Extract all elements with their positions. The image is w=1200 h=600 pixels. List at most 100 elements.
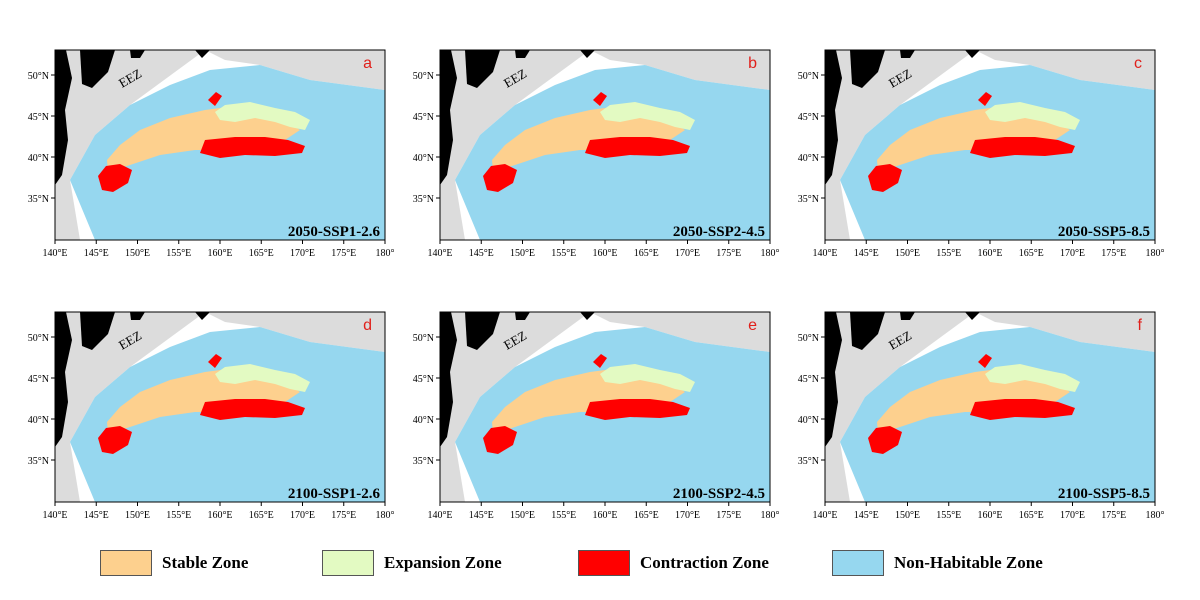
x-tick-label: 170°E <box>290 248 315 259</box>
y-tick-label: 35°N <box>413 456 434 467</box>
x-tick-label: 170°E <box>290 510 315 521</box>
land-mainland <box>825 50 842 185</box>
land-island-small <box>130 50 145 58</box>
y-tick-label: 50°N <box>798 71 819 82</box>
land-island-small <box>515 50 530 58</box>
land-island-north <box>465 50 500 88</box>
map-svg: EEZ f 2100-SSP5-8.5 140°E 145°E 150°E 155°E… <box>798 311 1165 521</box>
y-tick-label: 35°N <box>413 194 434 205</box>
legend-swatch-stable <box>100 550 152 576</box>
contraction-zone-north <box>593 92 607 106</box>
map-svg: EEZ c 2050-SSP5-8.5 140°E 145°E 150°E 155°E… <box>798 49 1165 259</box>
land-mainland <box>55 50 72 185</box>
land-mainland <box>440 50 457 185</box>
contraction-zone-north <box>208 92 222 106</box>
legend-label-expansion: Expansion Zone <box>384 553 502 572</box>
x-tick-label: 180° <box>376 510 395 521</box>
x-tick-label: 160°E <box>977 248 1002 259</box>
x-tick-label: 160°E <box>592 510 617 521</box>
scenario-label: 2100-SSP5-8.5 <box>1058 486 1150 502</box>
x-tick-label: 180° <box>1146 248 1165 259</box>
x-tick-label: 165°E <box>249 510 274 521</box>
eez-area <box>825 50 975 240</box>
panel-letter: f <box>1138 317 1143 334</box>
x-tick-label: 140°E <box>427 248 452 259</box>
land-island-small <box>130 312 145 320</box>
contraction-zone <box>970 399 1075 420</box>
y-tick-label: 50°N <box>413 333 434 344</box>
x-tick-label: 180° <box>761 248 780 259</box>
legend-item-expansion: Expansion Zone <box>322 545 502 581</box>
x-tick-label: 140°E <box>812 248 837 259</box>
y-tick-label: 35°N <box>798 456 819 467</box>
x-tick-label: 155°E <box>166 510 191 521</box>
land-island-tip <box>580 312 595 320</box>
contraction-zone-southwest <box>868 426 902 454</box>
x-axis: 140°E 145°E 150°E 155°E 160°E 165°E 170°E 175°E… <box>427 502 780 521</box>
legend-item-stable: Stable Zone <box>100 545 248 581</box>
x-tick-label: 150°E <box>510 510 535 521</box>
land-mainland <box>440 312 457 447</box>
x-tick-label: 165°E <box>634 510 659 521</box>
expansion-zone <box>215 364 310 392</box>
y-axis: 50°N 45°N 40°N 35°N <box>28 71 55 205</box>
x-tick-label: 140°E <box>42 510 67 521</box>
contraction-zone <box>200 137 305 158</box>
x-tick-label: 180° <box>761 510 780 521</box>
land-mainland <box>825 312 842 447</box>
expansion-zone <box>985 102 1080 130</box>
legend-swatch-expansion <box>322 550 374 576</box>
land-island-tip <box>965 50 980 58</box>
legend-label-contraction: Contraction Zone <box>640 553 769 572</box>
y-tick-label: 40°N <box>413 153 434 164</box>
y-tick-label: 45°N <box>28 112 49 123</box>
y-axis: 50°N 45°N 40°N 35°N <box>413 71 440 205</box>
map-svg: EEZ d 2100-SSP1-2.6 140°E 145°E 150°E 155°E… <box>28 311 395 521</box>
legend-swatch-non-habitable <box>832 550 884 576</box>
stable-zone <box>107 368 300 434</box>
x-tick-label: 170°E <box>675 510 700 521</box>
x-tick-label: 175°E <box>716 248 741 259</box>
legend-item-non-habitable: Non-Habitable Zone <box>832 545 1043 581</box>
contraction-zone-southwest <box>98 426 132 454</box>
x-tick-label: 165°E <box>1019 510 1044 521</box>
map-panel-e: EEZ e 2100-SSP2-4.5 140°E 145°E 150°E 155°E… <box>395 262 780 521</box>
map-panel-d: EEZ d 2100-SSP1-2.6 140°E 145°E 150°E 155°E… <box>10 262 395 521</box>
land-mainland <box>55 312 72 447</box>
y-tick-label: 45°N <box>28 374 49 385</box>
x-tick-label: 140°E <box>812 510 837 521</box>
scenario-label: 2050-SSP2-4.5 <box>673 224 765 240</box>
x-tick-label: 175°E <box>1101 248 1126 259</box>
stable-zone <box>492 106 685 172</box>
eez-area <box>440 312 590 502</box>
eez-area <box>440 50 590 240</box>
land-island-tip <box>195 50 210 58</box>
y-tick-label: 50°N <box>28 71 49 82</box>
expansion-zone <box>600 364 695 392</box>
x-tick-label: 155°E <box>936 248 961 259</box>
legend: Stable Zone Expansion Zone Contraction Z… <box>0 545 1200 585</box>
contraction-zone-north <box>978 92 992 106</box>
contraction-zone-southwest <box>483 426 517 454</box>
legend-swatch-contraction <box>578 550 630 576</box>
contraction-zone <box>970 137 1075 158</box>
x-tick-label: 175°E <box>716 510 741 521</box>
x-tick-label: 175°E <box>1101 510 1126 521</box>
land-island-north <box>465 312 500 350</box>
y-tick-label: 40°N <box>413 415 434 426</box>
eez-area-north <box>590 50 770 90</box>
x-tick-label: 155°E <box>936 510 961 521</box>
x-tick-label: 150°E <box>125 248 150 259</box>
x-tick-label: 165°E <box>249 248 274 259</box>
panel-letter: d <box>363 317 372 334</box>
y-tick-label: 40°N <box>28 153 49 164</box>
y-tick-label: 40°N <box>798 415 819 426</box>
contraction-zone-north <box>593 354 607 368</box>
x-tick-label: 175°E <box>331 510 356 521</box>
contraction-zone-southwest <box>483 164 517 192</box>
panel-letter: a <box>363 55 372 72</box>
map-svg: EEZ a 2050-SSP1-2.6 140°E 145°E 150°E 155°E… <box>28 49 395 259</box>
land-island-tip <box>965 312 980 320</box>
x-tick-label: 150°E <box>895 510 920 521</box>
x-tick-label: 180° <box>1146 510 1165 521</box>
